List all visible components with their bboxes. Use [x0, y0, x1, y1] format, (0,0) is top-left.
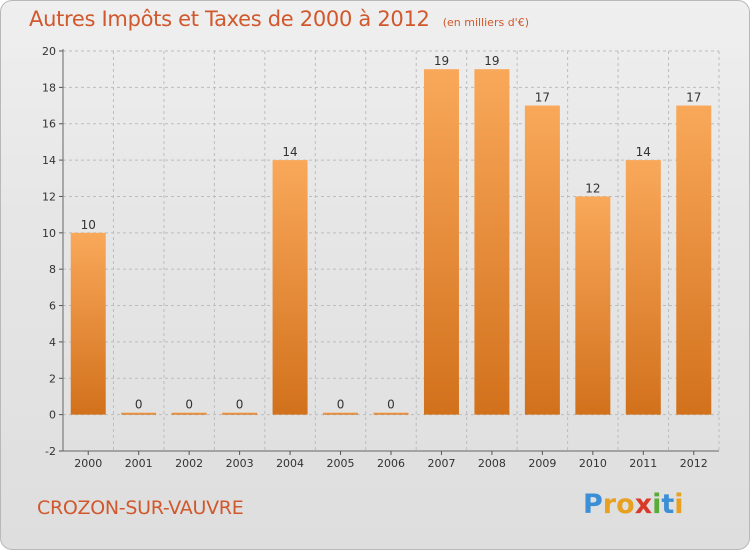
commune-name: CROZON-SUR-VAUVRE	[37, 497, 244, 519]
data-label: 19	[484, 54, 499, 68]
x-tick-label: 2012	[680, 457, 708, 470]
y-tick-label: 4	[49, 336, 56, 349]
bar	[121, 412, 157, 415]
x-tick-label: 2011	[629, 457, 657, 470]
data-label: 19	[434, 54, 449, 68]
bar	[70, 232, 106, 415]
proxiti-logo-letter: i	[674, 489, 684, 520]
y-tick-label: 14	[42, 154, 56, 167]
y-tick-label: 6	[49, 300, 56, 313]
data-label: 10	[81, 218, 96, 232]
y-tick-label: 2	[49, 372, 56, 385]
y-tick-labels: -2 0 2 4 6 8 10 12 14 16 18 20	[42, 45, 56, 458]
chart-title: Autres Impôts et Taxes de 2000 à 2012	[29, 7, 430, 31]
bar	[474, 69, 510, 415]
bar	[222, 412, 258, 415]
y-tick-label: 12	[42, 190, 56, 203]
proxiti-logo-letter: r	[602, 489, 617, 520]
x-tick-label: 2003	[226, 457, 254, 470]
data-label: 12	[585, 181, 600, 195]
proxiti-logo-letter: P	[583, 489, 603, 520]
data-label: 0	[387, 398, 395, 412]
data-label: 0	[185, 398, 193, 412]
bar	[323, 412, 359, 415]
bar	[524, 105, 560, 415]
x-tick-label: 2007	[427, 457, 455, 470]
y-tick-label: 20	[42, 45, 56, 58]
y-tick-label: 18	[42, 81, 56, 94]
y-tick-label: 0	[49, 409, 56, 422]
data-label: 0	[135, 398, 143, 412]
data-label: 14	[636, 145, 651, 159]
x-tick-label: 2006	[377, 457, 405, 470]
y-tick-label: 10	[42, 227, 56, 240]
y-tick-label: 16	[42, 118, 56, 131]
bar	[575, 196, 611, 415]
proxiti-logo-letter: t	[661, 489, 675, 520]
x-tick-label: 2004	[276, 457, 304, 470]
chart-unit: (en milliers d'€)	[442, 16, 529, 29]
bar	[423, 69, 459, 415]
data-label: 17	[535, 91, 550, 105]
proxiti-logo-letter: x	[634, 489, 653, 520]
x-tick-label: 2001	[125, 457, 153, 470]
data-label: 0	[337, 398, 345, 412]
x-tick-label: 2002	[175, 457, 203, 470]
grid-lines	[62, 50, 720, 451]
bar	[373, 412, 409, 415]
y-tick-label: 8	[49, 263, 56, 276]
data-label: 0	[236, 398, 244, 412]
x-tick-labels: 2000 2001 2002 2003 2004 2005 2006 2007 2008 2009…	[74, 457, 708, 470]
y-tick-label: -2	[45, 445, 56, 458]
x-tick-label: 2000	[74, 457, 102, 470]
axes	[59, 49, 719, 455]
data-labels: 10 0 0 0 14 0 0 19 19 17 12 14 17	[81, 54, 702, 411]
data-label: 14	[282, 145, 297, 159]
bar	[676, 105, 712, 415]
bar	[171, 412, 207, 415]
data-label: 17	[686, 91, 701, 105]
proxiti-logo-letter: o	[616, 489, 635, 520]
x-tick-label: 2008	[478, 457, 506, 470]
bars	[70, 69, 712, 415]
proxiti-logo-letter: i	[652, 489, 662, 520]
bar	[625, 160, 661, 415]
x-tick-label: 2005	[327, 457, 355, 470]
bar	[272, 160, 308, 415]
x-tick-label: 2009	[528, 457, 556, 470]
x-tick-label: 2010	[579, 457, 607, 470]
chart-header: Autres Impôts et Taxes de 2000 à 2012 (e…	[29, 7, 529, 31]
proxiti-logo: Proxiti	[583, 489, 684, 520]
